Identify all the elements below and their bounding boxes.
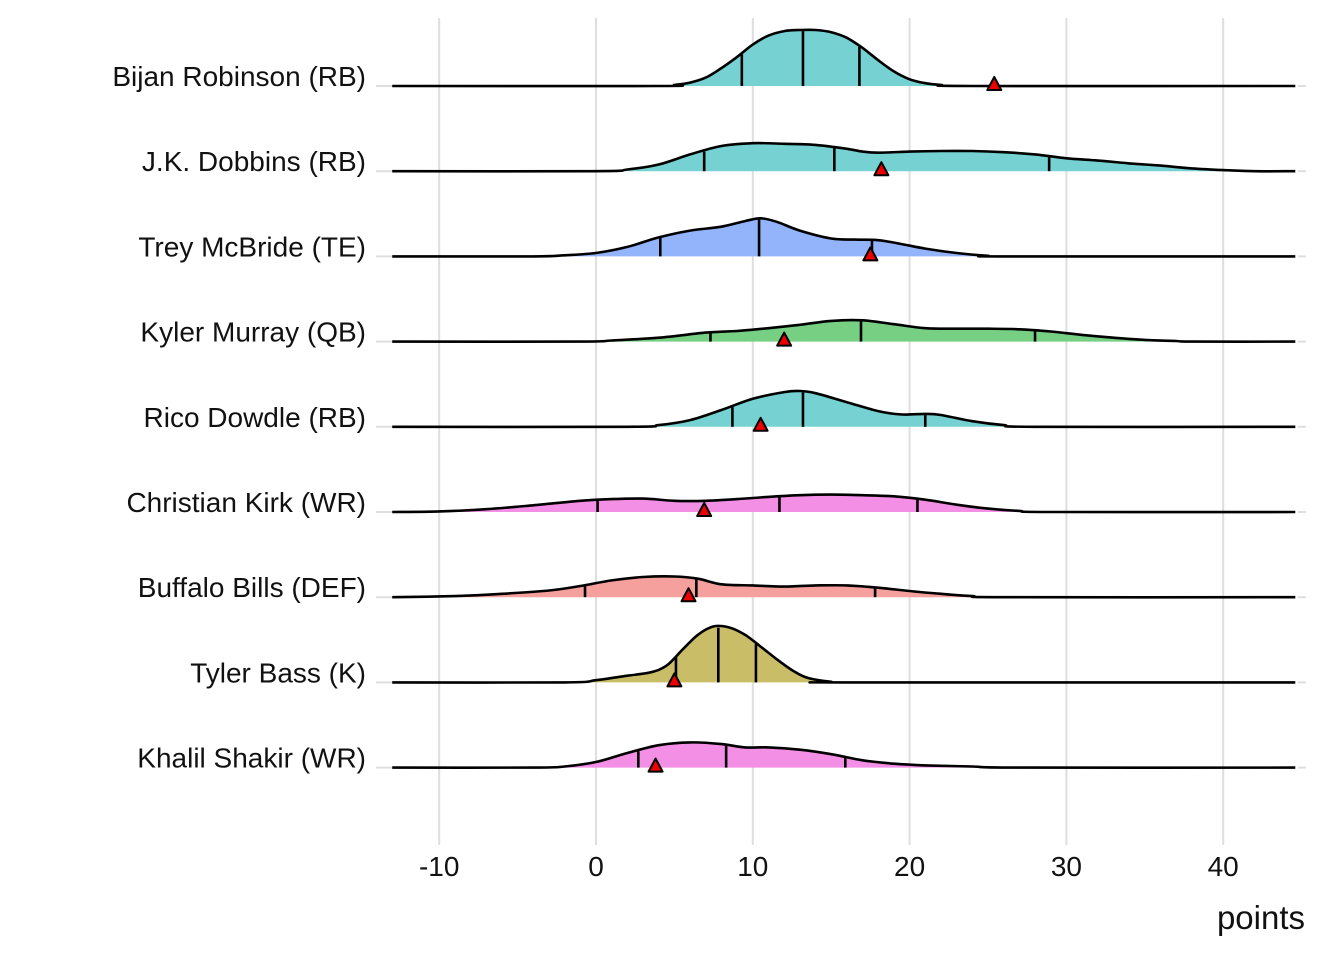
ridge-bijan-robinson-rb	[376, 28, 1306, 91]
x-tick-label: 20	[894, 851, 925, 882]
actual-points-marker	[862, 246, 879, 262]
x-tick-label: 30	[1051, 851, 1082, 882]
density-outline	[392, 28, 1296, 88]
x-tick-label: 40	[1208, 851, 1239, 882]
ridge-buffalo-bills-def	[376, 575, 1306, 603]
actual-points-marker	[776, 331, 793, 347]
actual-points-marker	[666, 672, 683, 688]
density-outline	[392, 216, 1296, 258]
x-tick-label: 0	[588, 851, 604, 882]
y-axis-label: Bijan Robinson (RB)	[112, 61, 366, 92]
ridge-rico-dowdle-rb	[376, 389, 1306, 432]
ridge-j-k-dobbins-rb	[376, 141, 1306, 177]
actual-points-marker	[986, 76, 1003, 91]
grid-lines	[438, 18, 1225, 845]
density-outline	[392, 141, 1296, 173]
actual-points-marker	[873, 161, 890, 177]
density-fill	[392, 390, 1296, 427]
density-fill	[392, 494, 1296, 513]
x-tick-label: -10	[419, 851, 459, 882]
ridge-christian-kirk-wr	[376, 493, 1306, 517]
actual-points-marker	[680, 587, 697, 603]
density-fill	[392, 218, 1296, 257]
y-axis-labels: Bijan Robinson (RB) J.K. Dobbins (RB) Trey…	[112, 61, 366, 774]
ridges	[376, 28, 1306, 773]
y-axis-label: Kyler Murray (QB)	[140, 317, 366, 348]
density-fill	[392, 143, 1296, 172]
density-outline	[392, 575, 1296, 599]
actual-points-marker	[696, 502, 713, 517]
y-axis-label: Khalil Shakir (WR)	[137, 743, 366, 774]
density-fill	[392, 29, 1296, 87]
density-fill	[392, 625, 1296, 683]
x-tick-label: 10	[737, 851, 768, 882]
actual-points-marker	[647, 757, 664, 773]
y-axis-label: Trey McBride (TE)	[138, 231, 366, 262]
density-outline	[392, 318, 1296, 343]
y-axis-label: Rico Dowdle (RB)	[144, 402, 367, 433]
y-axis-label: Christian Kirk (WR)	[126, 487, 366, 518]
y-axis-label: Tyler Bass (K)	[190, 657, 366, 688]
ridge-tyler-bass-k	[376, 624, 1306, 688]
x-axis-ticks: -10 0 10 20 30 40	[419, 851, 1239, 882]
y-axis-label: Buffalo Bills (DEF)	[138, 572, 366, 603]
density-fill	[392, 742, 1296, 768]
y-axis-label: J.K. Dobbins (RB)	[142, 146, 366, 177]
density-outline	[392, 624, 1296, 684]
ridge-trey-mcbride-te	[376, 216, 1306, 262]
density-outline	[392, 493, 1296, 514]
ridge-khalil-shakir-wr	[376, 741, 1306, 773]
density-fill	[392, 576, 1296, 598]
x-axis-title: points	[1217, 899, 1305, 936]
ridge-kyler-murray-qb	[376, 318, 1306, 347]
density-outline	[392, 741, 1296, 769]
actual-points-marker	[752, 416, 769, 432]
density-outline	[392, 389, 1296, 429]
density-fill	[392, 320, 1296, 342]
